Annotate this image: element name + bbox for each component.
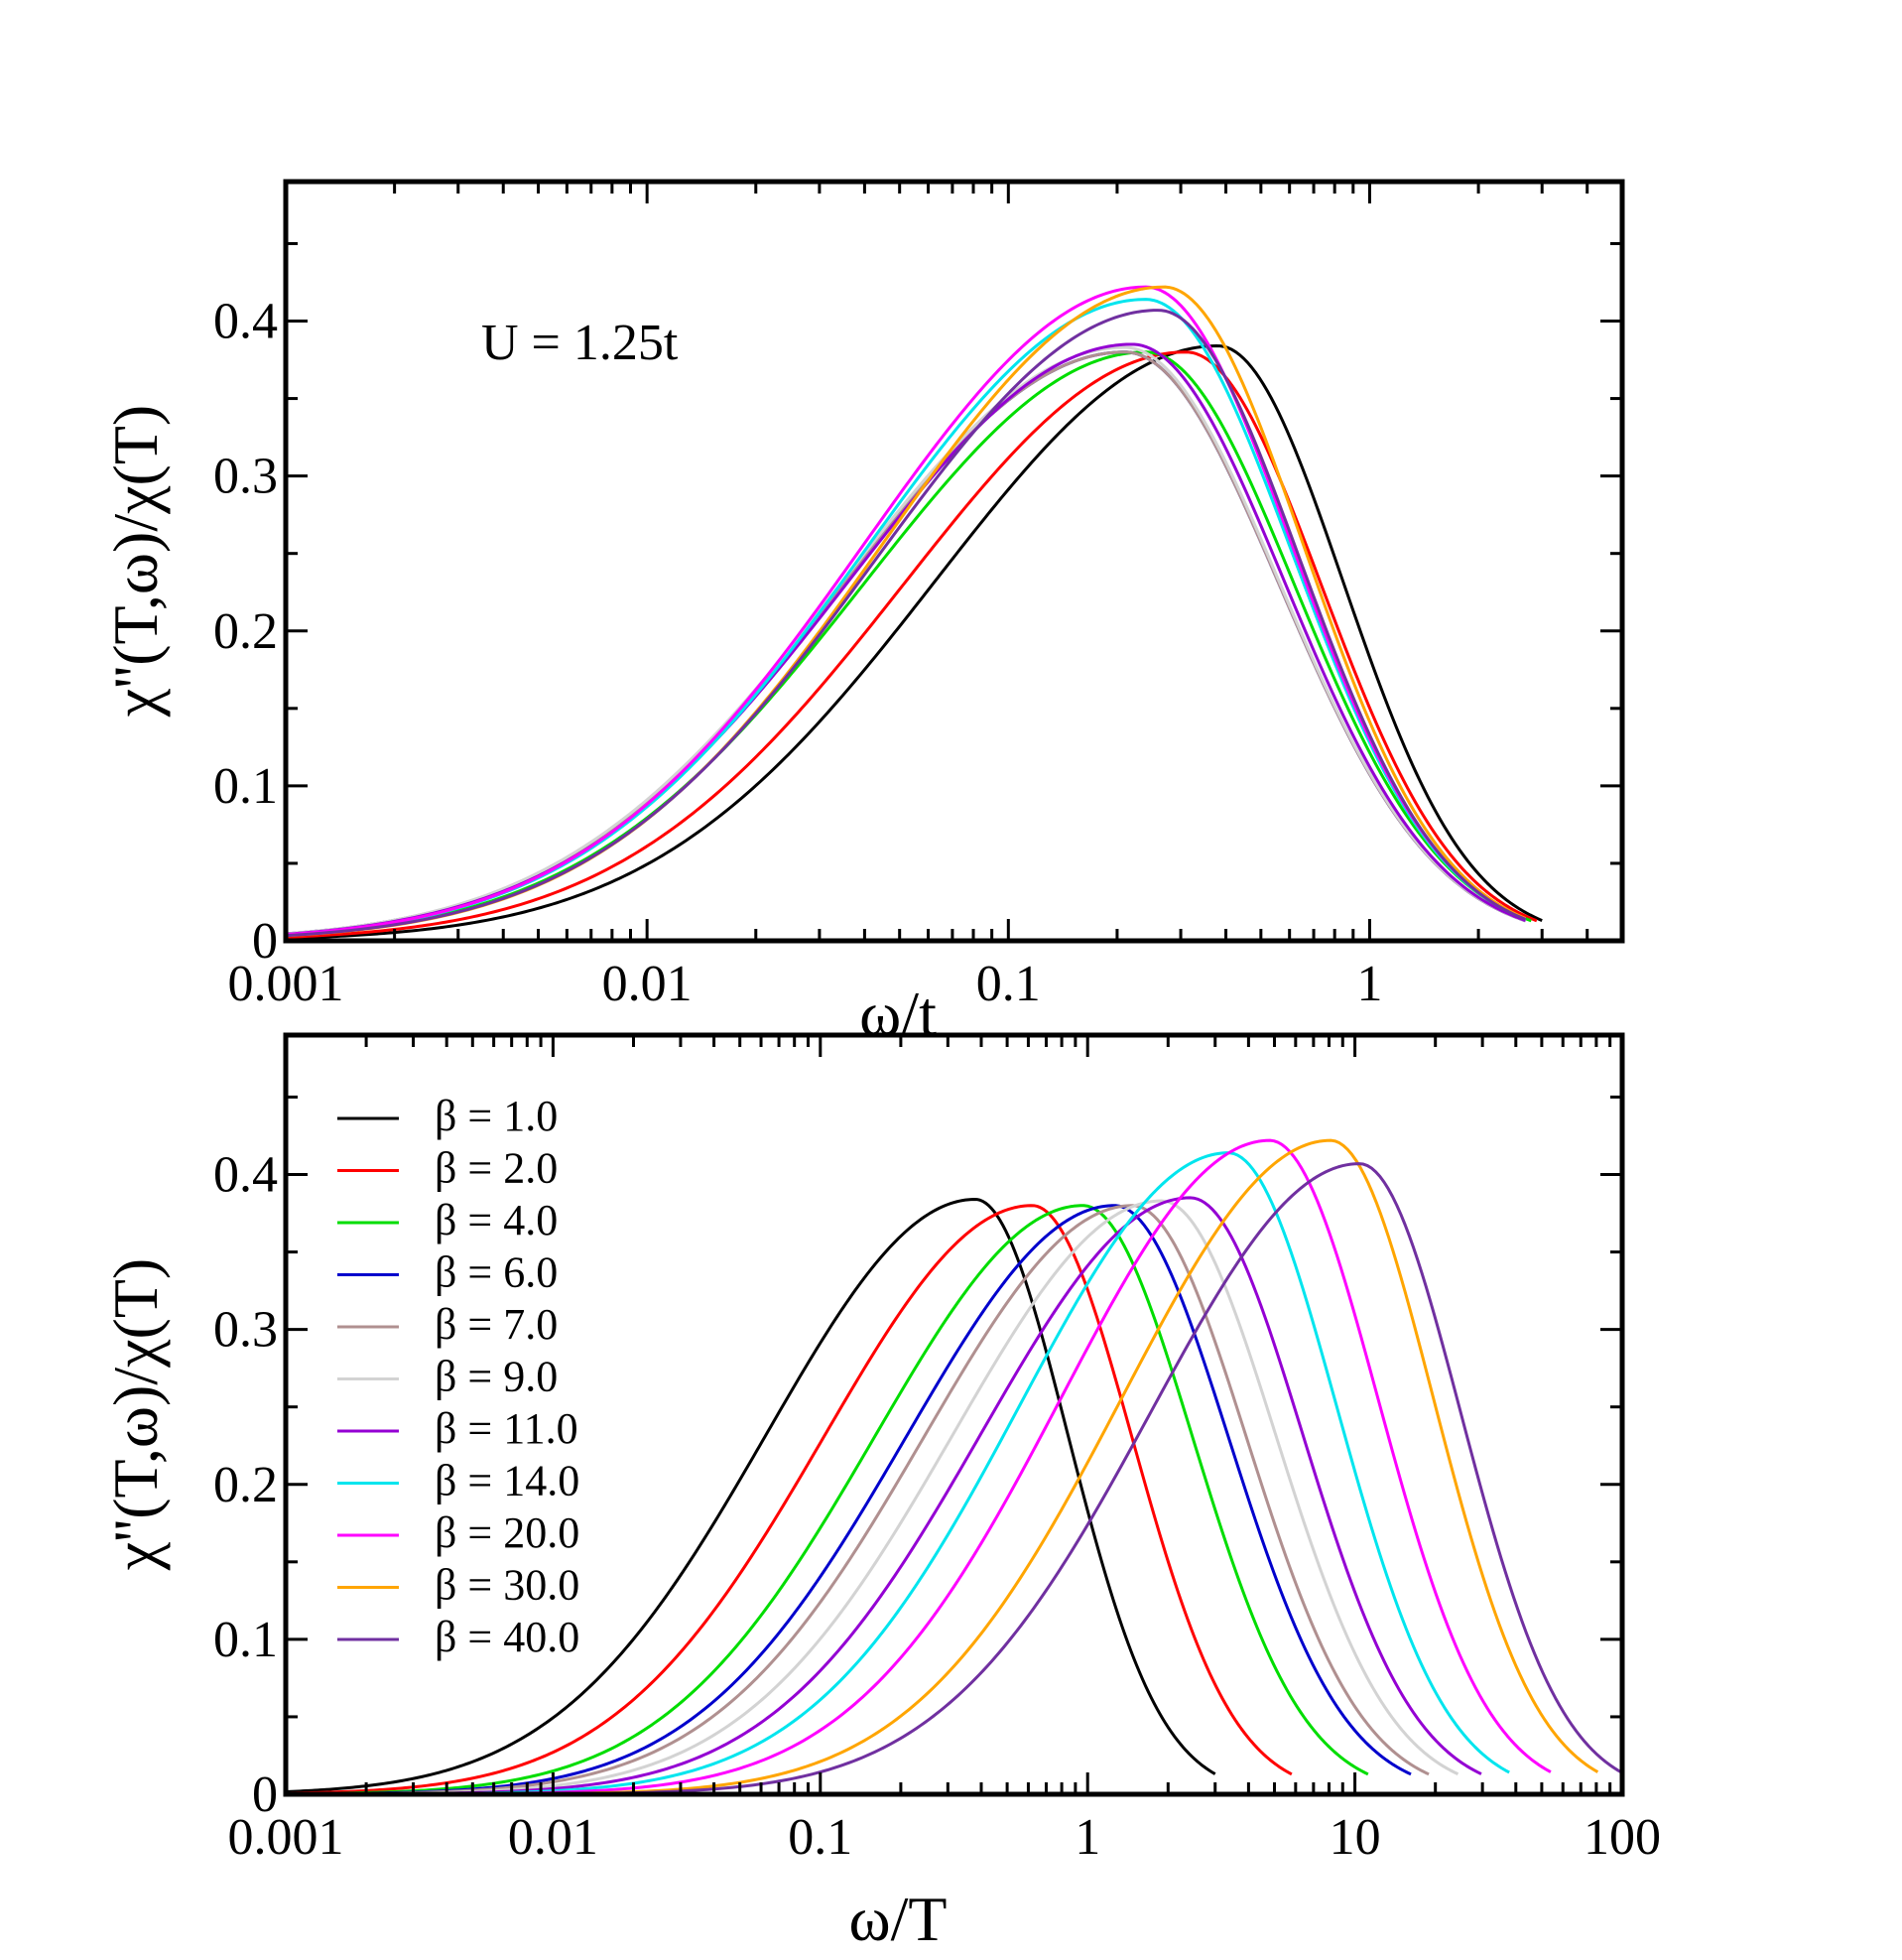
bottom-y-tick-label: 0.2 [213, 1457, 278, 1513]
legend-label: β = 20.0 [435, 1508, 579, 1557]
top-series-line-1 [285, 344, 1543, 940]
top-y-tick-label: 0.3 [213, 449, 278, 505]
bottom-series-line-2 [285, 1204, 1293, 1795]
legend-label: β = 4.0 [435, 1196, 558, 1244]
legend-label: β = 11.0 [435, 1404, 578, 1453]
top-y-tick-label: 0.2 [213, 603, 278, 660]
top-x-axis-title: ω/t [859, 979, 937, 1049]
legend-label: β = 30.0 [435, 1561, 579, 1610]
bottom-x-tick-label: 100 [1584, 1809, 1661, 1866]
legend: β = 1.0β = 2.0β = 4.0β = 6.0β = 7.0β = 9… [337, 1092, 579, 1661]
top-series-line-6 [285, 345, 1527, 936]
bottom-y-tick-label: 0.3 [213, 1302, 278, 1359]
top-series-line-9 [285, 285, 1527, 937]
bottom-x-tick-label: 1 [1075, 1809, 1100, 1866]
bottom-series-line-3 [285, 1204, 1369, 1796]
bottom-plot-frame [283, 1032, 1625, 1797]
legend-label: β = 6.0 [435, 1248, 558, 1297]
top-series-lines [285, 285, 1543, 940]
top-x-tick-label: 0.1 [976, 956, 1041, 1012]
bottom-y-tick-label: 0.4 [213, 1147, 278, 1204]
top-y-axis-title: χ''(T,ω)/χ(T) [100, 405, 171, 718]
bottom-x-tick-label: 0.01 [508, 1809, 598, 1866]
legend-label: β = 40.0 [435, 1613, 579, 1661]
top-x-tick-label: 1 [1356, 956, 1382, 1012]
bottom-y-axis-title: χ''(T,ω)/χ(T) [100, 1258, 171, 1571]
top-x-tick-label: 0.01 [602, 956, 693, 1012]
top-series-line-11 [285, 309, 1527, 938]
bottom-x-tick-label: 0.001 [228, 1809, 344, 1866]
top-tick-labels: 0.001 0.01 0.1 1 0 0.1 0.2 0.3 0.4 [213, 294, 1382, 1012]
top-y-tick-label: 0.1 [213, 758, 278, 815]
bottom-series-line-1 [285, 1198, 1216, 1793]
legend-label: β = 14.0 [435, 1457, 579, 1505]
bottom-tick-labels: 0.001 0.01 0.1 1 10 100 0 0.1 0.2 0.3 0.4 [213, 1147, 1661, 1866]
top-annotation: U = 1.25t [481, 315, 679, 371]
legend-label: β = 9.0 [435, 1353, 558, 1401]
top-series-line-2 [285, 350, 1538, 939]
legend-label: β = 7.0 [435, 1300, 558, 1349]
bottom-y-tick-label: 0.1 [213, 1612, 278, 1668]
bottom-x-axis-title: ω/T [849, 1884, 948, 1954]
legend-label: β = 1.0 [435, 1092, 558, 1140]
top-y-tick-label: 0.4 [213, 294, 278, 350]
bottom-x-tick-label: 0.1 [788, 1809, 852, 1866]
top-panel: 0.001 0.01 0.1 1 0 0.1 0.2 0.3 0.4 U = 1.25t ω/t… [100, 179, 1625, 1049]
top-y-tick-label: 0 [252, 913, 278, 970]
top-x-tick-label: 0.001 [228, 956, 344, 1012]
legend-label: β = 2.0 [435, 1144, 558, 1193]
top-plot-frame [283, 179, 1625, 944]
bottom-y-tick-label: 0 [252, 1766, 278, 1823]
bottom-x-tick-label: 10 [1330, 1809, 1381, 1866]
